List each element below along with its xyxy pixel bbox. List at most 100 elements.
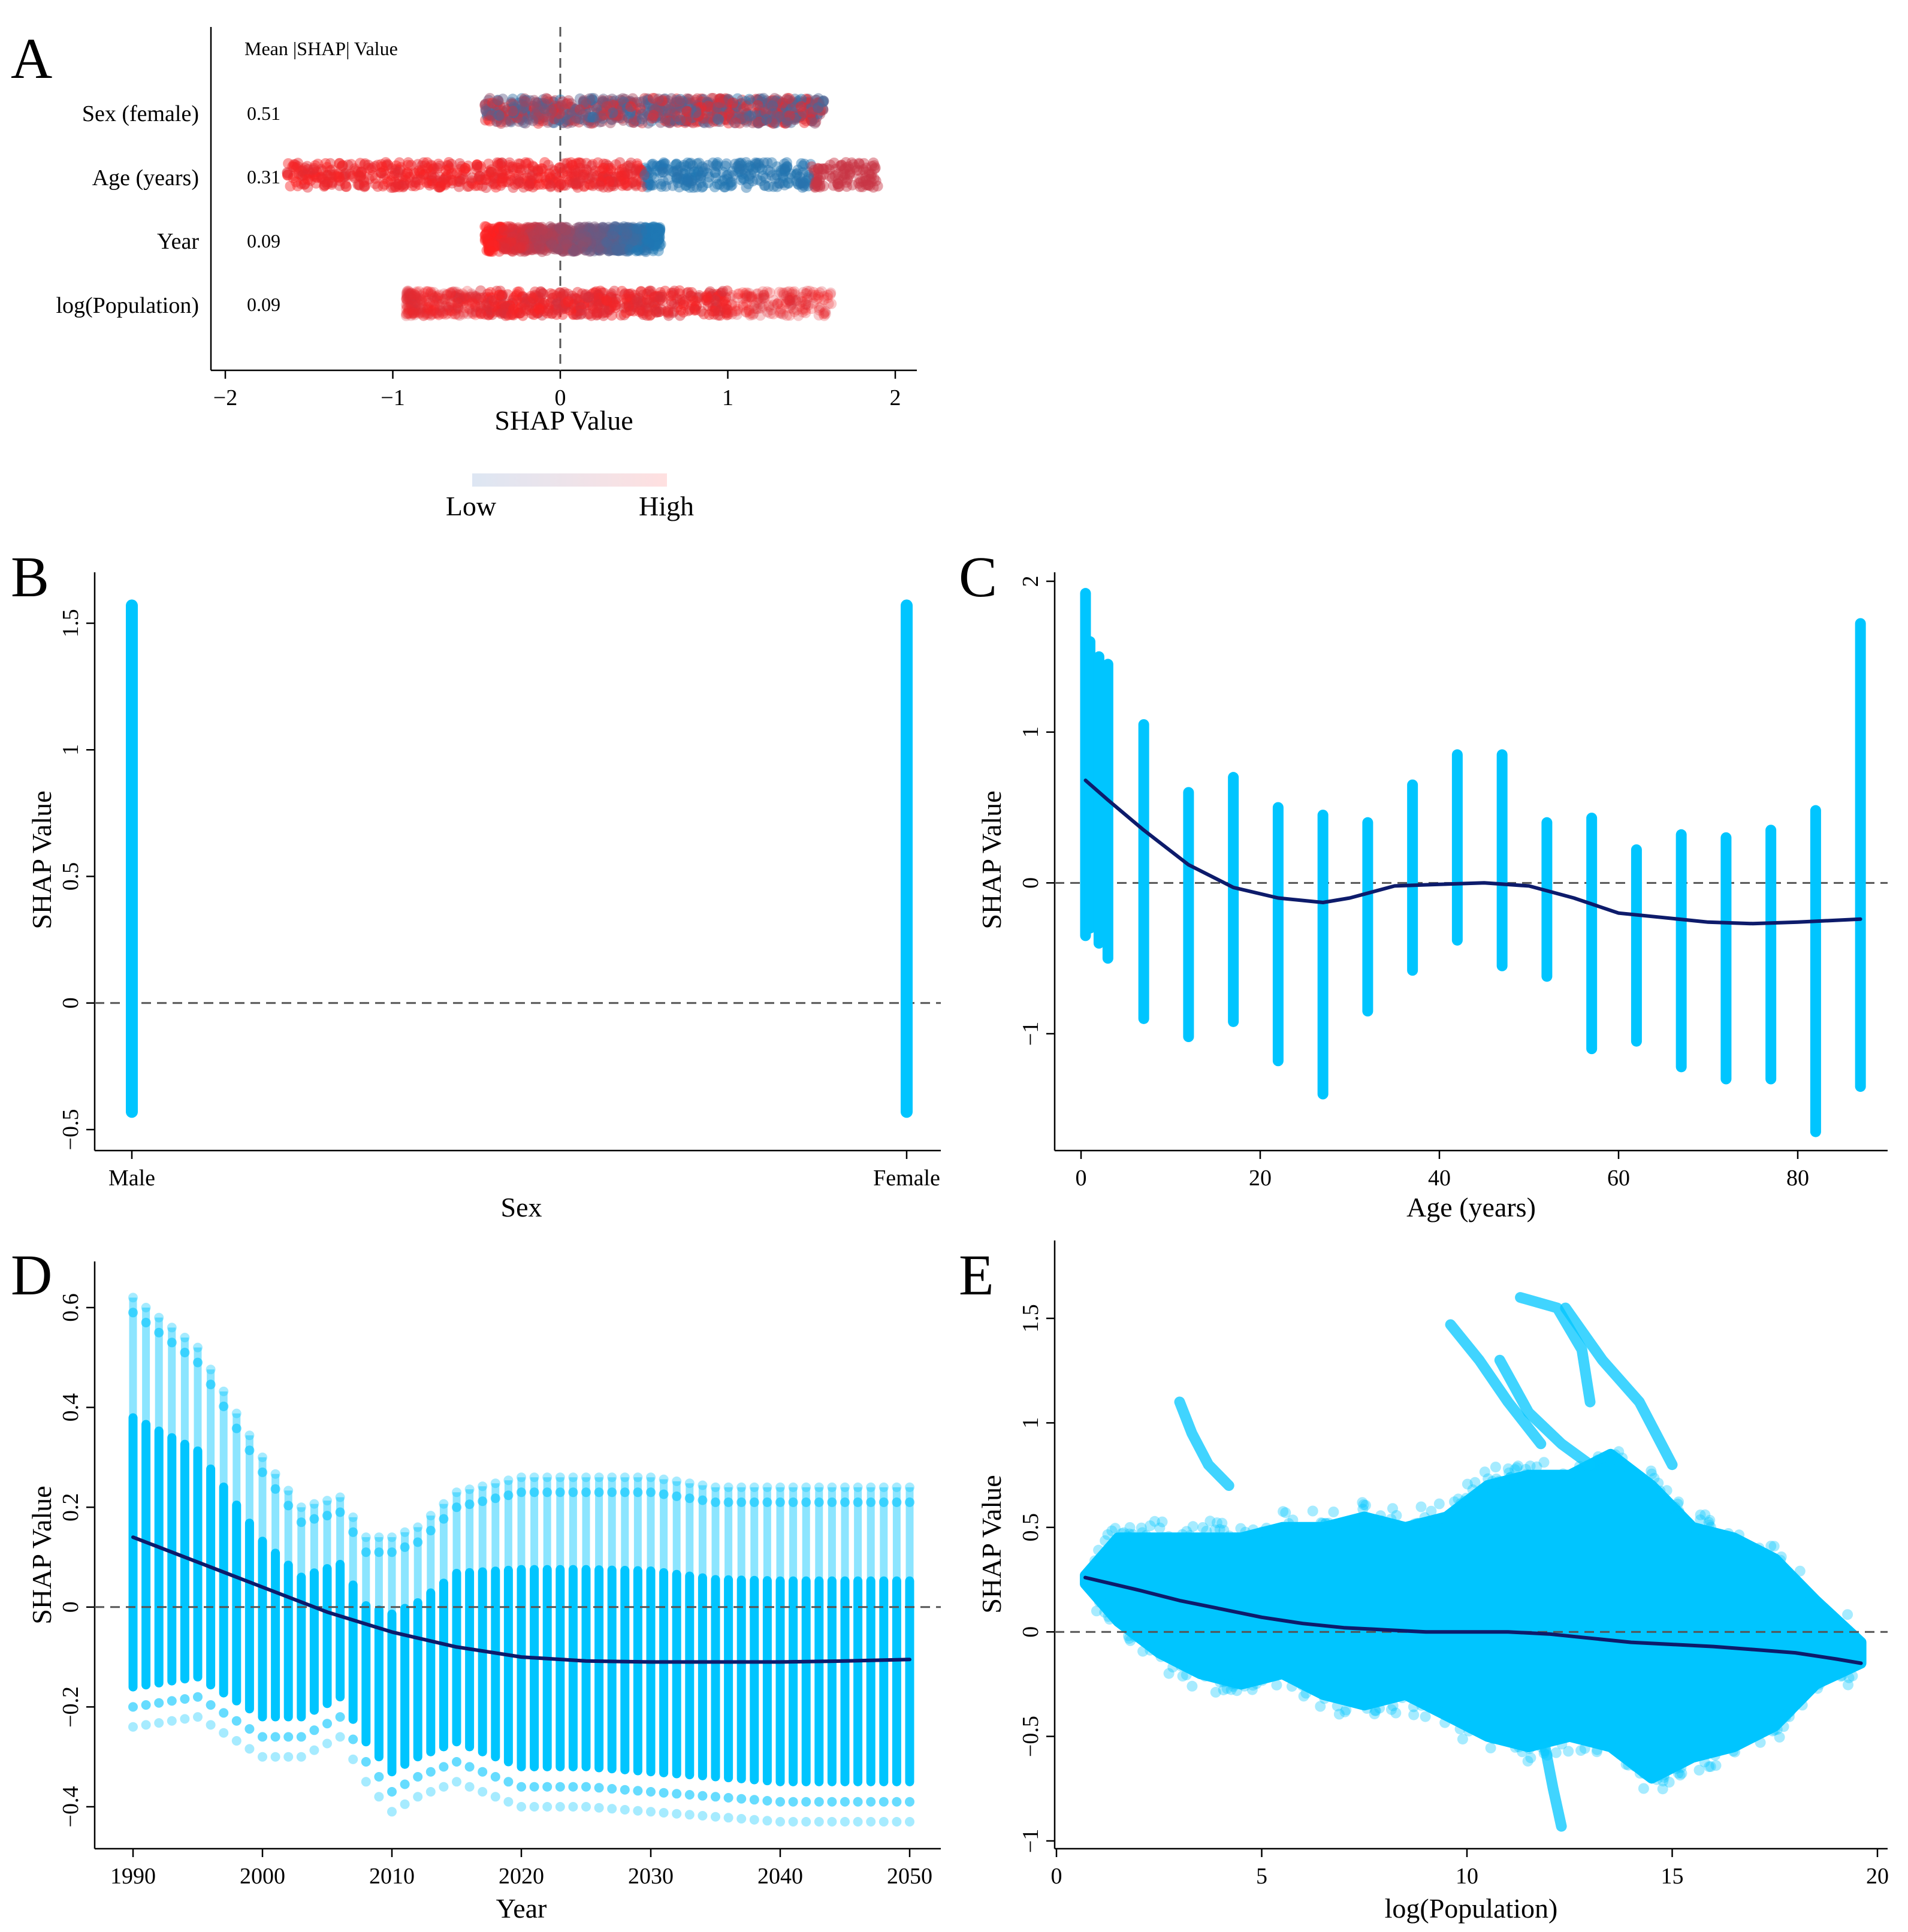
panel-a-shap-point [549, 102, 560, 114]
panel-a-shap-point [587, 95, 599, 106]
panel-a-shap-point [765, 100, 776, 111]
panel-a-shap-point [588, 111, 599, 123]
panel-a-shap-point [734, 117, 745, 129]
panel-a-shap-point [802, 93, 814, 105]
panel-a-shap-point [516, 93, 527, 104]
panel-a-shap-point [780, 111, 791, 123]
panel-a-shap-point [533, 116, 545, 127]
panel-a-shap-point [818, 96, 829, 107]
panel-a-shap-point [354, 171, 366, 182]
panel-a-shap-point [493, 110, 505, 121]
panel-a-shap-point [768, 117, 780, 129]
panel-a-shap-point [758, 114, 769, 126]
panel-a-shap-point [702, 99, 713, 110]
panel-a-shap-point [788, 108, 799, 119]
panel-e-edge-point [1408, 1709, 1420, 1720]
panel-a-shap-point [495, 116, 506, 128]
panel-a-shap-point [546, 308, 557, 319]
panel-a-shap-point [529, 95, 540, 106]
panel-a-shap-point [597, 96, 609, 107]
panel-a-shap-point [754, 98, 765, 110]
panel-a-shap-point [666, 116, 677, 127]
panel-d-outlier-point [801, 1817, 811, 1827]
panel-a-shap-point [653, 93, 664, 105]
panel-e-edge-point [1300, 1688, 1312, 1699]
panel-a-shap-point [665, 105, 676, 116]
panel-a-shap-point [475, 308, 487, 319]
panel-d-xtick-label: 2020 [499, 1864, 544, 1889]
panel-e-edge-point [1177, 1671, 1188, 1682]
panel-e-trail-points [1539, 1741, 1567, 1832]
panel-a-shap-point [652, 98, 663, 109]
panel-a-shap-point [642, 99, 654, 110]
panel-a-shap-point [596, 105, 607, 117]
panel-a-shap-point [728, 97, 739, 108]
panel-a-shap-point [624, 108, 635, 119]
panel-a-shap-point [308, 164, 319, 176]
panel-d-outlier-point [607, 1804, 617, 1814]
panel-a-shap-point [561, 114, 573, 125]
panel-a-shap-point [697, 104, 708, 116]
panel-a-shap-point [571, 103, 582, 114]
panel-a-shap-point [719, 110, 730, 121]
panel-a-shap-point [494, 289, 506, 301]
panel-a-shap-point [492, 95, 503, 106]
panel-a-shap-point [713, 98, 724, 110]
panel-e-edge-point [1491, 1473, 1502, 1484]
panel-a-shap-point [727, 100, 738, 111]
panel-b-x-title: Sex [501, 1192, 542, 1222]
panel-a-shap-point [785, 117, 796, 128]
panel-e-edge-point [1638, 1783, 1649, 1794]
panel-e-edge-point [1366, 1698, 1377, 1709]
panel-a-shap-point [781, 93, 792, 105]
panel-e-edge-point [1110, 1523, 1121, 1534]
panel-a-shap-point [754, 108, 765, 119]
panel-a-shap-point [605, 99, 617, 110]
panel-e-edge-point [1557, 1468, 1569, 1480]
panel-a-shap-point [580, 107, 591, 118]
panel-a-shap-point [769, 100, 781, 111]
panel-b-ytick-label: 0 [58, 997, 83, 1009]
panel-a-shap-point [793, 97, 804, 108]
panel-b: B −0.5 0 0.5 1 1.5 Male Female Sex SHAP Value [11, 545, 941, 1222]
panel-a-shap-point [554, 102, 565, 113]
panel-a-shap-point [672, 168, 684, 180]
panel-e-edge-point [1490, 1462, 1501, 1473]
panel-a-shap-point [775, 99, 786, 111]
panel-e-edge-point [1411, 1518, 1423, 1529]
panel-c-ytick-label: 0 [1018, 877, 1043, 889]
panel-a-shap-point [632, 96, 642, 108]
panel-a-shap-point [772, 94, 783, 105]
panel-a-shap-point [814, 97, 825, 108]
panel-a-shap-point [629, 111, 641, 123]
panel-a-shap-point [487, 109, 498, 120]
panel-a-shap-point [564, 113, 575, 125]
panel-a-shap-point [517, 96, 528, 107]
panel-d-outlier-point [878, 1797, 889, 1807]
panel-e-edge-point [1240, 1526, 1251, 1538]
panel-a-shap-point [532, 105, 544, 116]
panel-a-shap-point [655, 110, 666, 121]
panel-a-shap-point [591, 302, 603, 313]
panel-a-shap-point [657, 100, 669, 111]
panel-a-shap-point [608, 297, 619, 308]
panel-a-shap-point [719, 114, 730, 125]
panel-a-shap-point [614, 110, 626, 122]
panel-a-shap-point [765, 110, 777, 121]
panel-a-shap-point [647, 102, 659, 114]
panel-a-shap-point [694, 110, 705, 121]
panel-a-shap-point [517, 103, 528, 114]
panel-a-shap-point [600, 98, 611, 109]
panel-a-shap-point [760, 106, 771, 117]
panel-d-outlier-point [542, 1782, 553, 1792]
panel-a-shap-point [778, 288, 790, 299]
panel-e-edge-point [1426, 1505, 1437, 1517]
panel-a-shap-point [553, 104, 564, 115]
panel-a-shap-point [659, 93, 670, 105]
panel-d-outlier-point [788, 1817, 798, 1827]
panel-a-shap-point [599, 109, 610, 120]
panel-a-shap-point [726, 98, 737, 109]
panel-a-shap-point [520, 117, 531, 129]
panel-a-shap-point [491, 108, 502, 120]
panel-a-shap-point [603, 95, 614, 106]
